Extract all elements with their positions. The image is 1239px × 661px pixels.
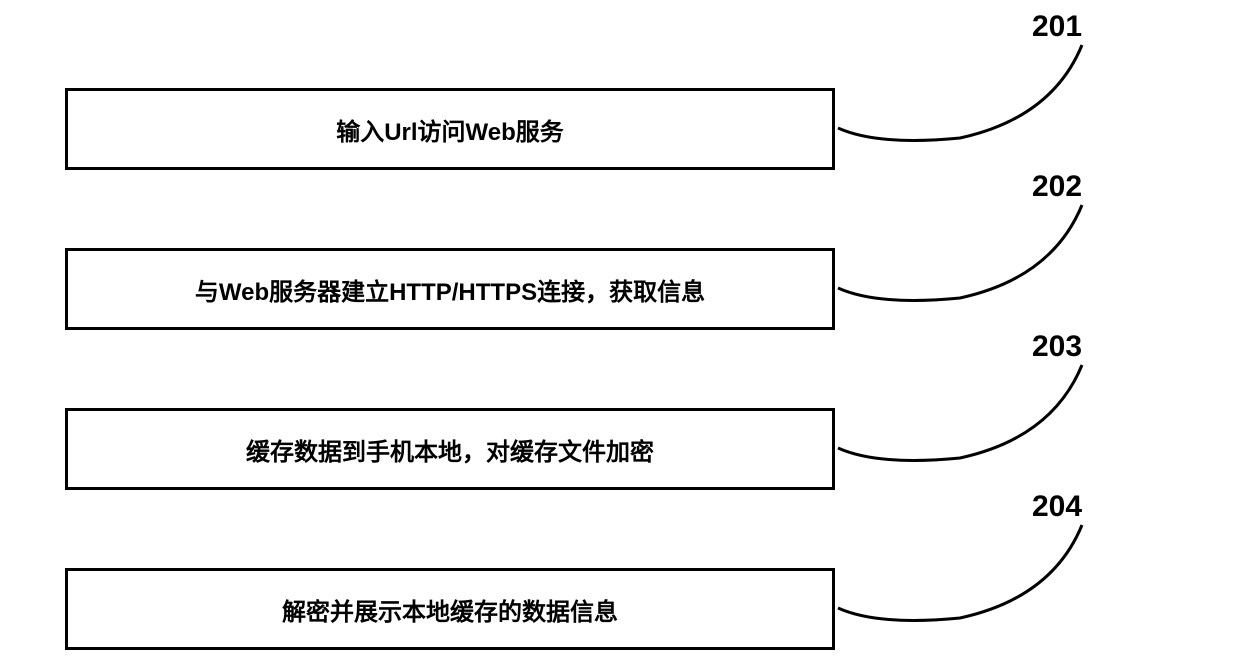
step-label-203: 缓存数据到手机本地，对缓存文件加密 xyxy=(246,432,654,467)
step-box-202: 与Web服务器建立HTTP/HTTPS连接，获取信息 xyxy=(65,248,835,330)
step-label-202: 与Web服务器建立HTTP/HTTPS连接，获取信息 xyxy=(195,272,705,307)
connector-204 xyxy=(828,515,1092,628)
step-box-204: 解密并展示本地缓存的数据信息 xyxy=(65,568,835,650)
connector-201 xyxy=(828,35,1092,148)
step-label-204: 解密并展示本地缓存的数据信息 xyxy=(282,592,618,627)
connector-203 xyxy=(828,355,1092,468)
flowchart-diagram: 201输入Url访问Web服务202与Web服务器建立HTTP/HTTPS连接，… xyxy=(0,0,1239,661)
step-box-201: 输入Url访问Web服务 xyxy=(65,88,835,170)
connector-202 xyxy=(828,195,1092,308)
step-box-203: 缓存数据到手机本地，对缓存文件加密 xyxy=(65,408,835,490)
step-label-201: 输入Url访问Web服务 xyxy=(336,112,564,147)
